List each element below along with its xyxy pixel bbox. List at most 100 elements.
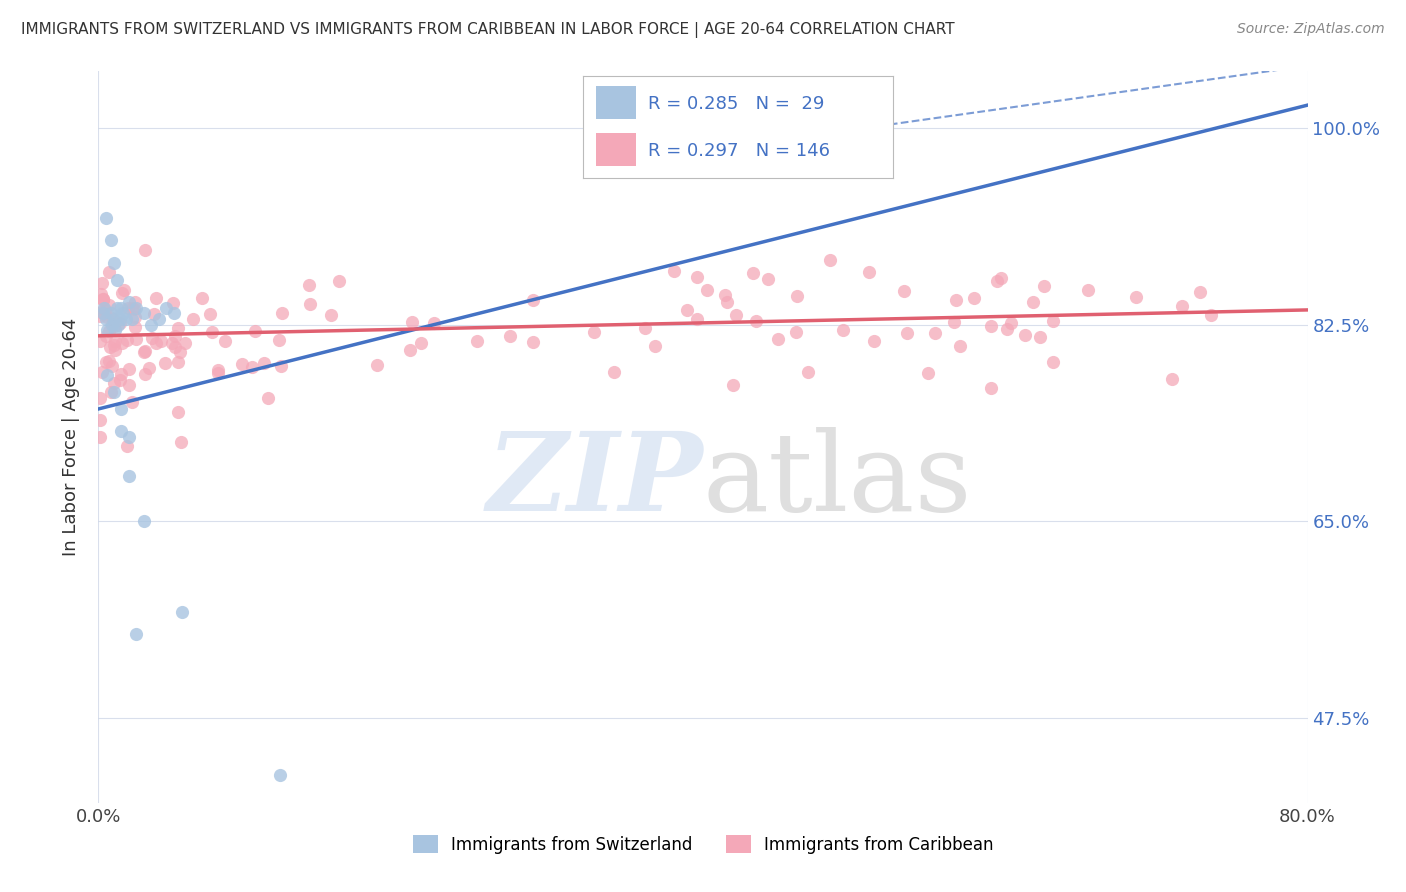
Point bbox=[103, 312, 125, 326]
Point bbox=[104, 343, 127, 357]
Point bbox=[121, 312, 143, 326]
Point bbox=[422, 317, 444, 331]
Point bbox=[149, 334, 172, 349]
Point bbox=[181, 312, 204, 326]
Point bbox=[100, 385, 122, 400]
Point bbox=[602, 365, 624, 379]
Point bbox=[366, 358, 388, 372]
Point bbox=[634, 321, 657, 335]
Point bbox=[97, 353, 120, 368]
Point bbox=[1160, 372, 1182, 386]
Point bbox=[676, 303, 699, 318]
Point bbox=[100, 359, 122, 373]
Point bbox=[797, 365, 820, 379]
Point bbox=[766, 332, 789, 346]
Point bbox=[1014, 327, 1036, 342]
Y-axis label: In Labor Force | Age 20-64: In Labor Force | Age 20-64 bbox=[62, 318, 80, 557]
Point bbox=[141, 318, 163, 332]
Point bbox=[145, 335, 167, 350]
Point bbox=[271, 306, 294, 320]
Text: IMMIGRANTS FROM SWITZERLAND VS IMMIGRANTS FROM CARIBBEAN IN LABOR FORCE | AGE 20: IMMIGRANTS FROM SWITZERLAND VS IMMIGRANT… bbox=[21, 22, 955, 38]
Text: atlas: atlas bbox=[703, 427, 973, 534]
Point bbox=[744, 314, 766, 328]
Point bbox=[269, 767, 291, 781]
Point bbox=[1042, 313, 1064, 327]
Point bbox=[163, 306, 186, 320]
Point bbox=[170, 605, 193, 619]
Point bbox=[257, 391, 280, 405]
Bar bbox=[596, 133, 636, 166]
Point bbox=[200, 307, 222, 321]
Point bbox=[96, 368, 118, 383]
Point bbox=[240, 360, 263, 375]
Point bbox=[207, 366, 229, 380]
Point bbox=[91, 292, 114, 306]
Text: R = 0.297   N = 146: R = 0.297 N = 146 bbox=[648, 142, 831, 160]
Point bbox=[191, 291, 214, 305]
Point bbox=[1077, 283, 1099, 297]
Point bbox=[299, 297, 322, 311]
Point bbox=[522, 334, 544, 349]
Point bbox=[145, 291, 167, 305]
Point bbox=[995, 322, 1018, 336]
Point bbox=[398, 343, 420, 357]
Point bbox=[105, 272, 128, 286]
Point bbox=[96, 355, 118, 369]
Point bbox=[91, 293, 114, 307]
Point bbox=[98, 298, 121, 312]
Point bbox=[107, 318, 129, 332]
Point bbox=[94, 211, 117, 225]
Point bbox=[231, 357, 253, 371]
Point bbox=[89, 391, 111, 405]
Point bbox=[243, 324, 266, 338]
Point bbox=[858, 265, 880, 279]
Point bbox=[134, 343, 156, 358]
Point bbox=[153, 356, 176, 370]
Point bbox=[173, 336, 195, 351]
Point bbox=[832, 323, 855, 337]
Point bbox=[89, 430, 111, 444]
Point bbox=[96, 323, 118, 337]
Point bbox=[786, 289, 808, 303]
Point bbox=[91, 365, 114, 379]
Point bbox=[686, 270, 709, 285]
Text: R = 0.285   N =  29: R = 0.285 N = 29 bbox=[648, 95, 825, 112]
Point bbox=[121, 394, 143, 409]
Point bbox=[201, 325, 224, 339]
Point bbox=[686, 312, 709, 326]
Point bbox=[401, 315, 423, 329]
Point bbox=[1042, 355, 1064, 369]
Point bbox=[166, 321, 188, 335]
Point bbox=[124, 310, 146, 324]
Point bbox=[328, 275, 350, 289]
Point bbox=[990, 270, 1012, 285]
Point bbox=[170, 434, 193, 449]
Point bbox=[108, 316, 131, 330]
Point bbox=[896, 326, 918, 341]
Point bbox=[980, 319, 1002, 334]
Point bbox=[917, 367, 939, 381]
Point bbox=[138, 361, 160, 376]
Point bbox=[134, 367, 156, 381]
Point bbox=[162, 296, 184, 310]
Point bbox=[696, 283, 718, 297]
Point bbox=[1171, 299, 1194, 313]
Point bbox=[103, 376, 125, 390]
Point bbox=[963, 291, 986, 305]
Point bbox=[89, 309, 111, 323]
Point bbox=[94, 302, 117, 317]
Point bbox=[103, 255, 125, 269]
Point bbox=[724, 308, 747, 322]
Point bbox=[134, 345, 156, 359]
Point bbox=[721, 377, 744, 392]
Point bbox=[104, 323, 127, 337]
Point bbox=[662, 264, 685, 278]
Point bbox=[148, 312, 170, 326]
Point bbox=[96, 310, 118, 325]
Point bbox=[756, 272, 779, 286]
Point bbox=[893, 285, 915, 299]
Point bbox=[166, 355, 188, 369]
Point bbox=[98, 340, 121, 354]
Point bbox=[714, 288, 737, 302]
Point bbox=[785, 325, 807, 339]
